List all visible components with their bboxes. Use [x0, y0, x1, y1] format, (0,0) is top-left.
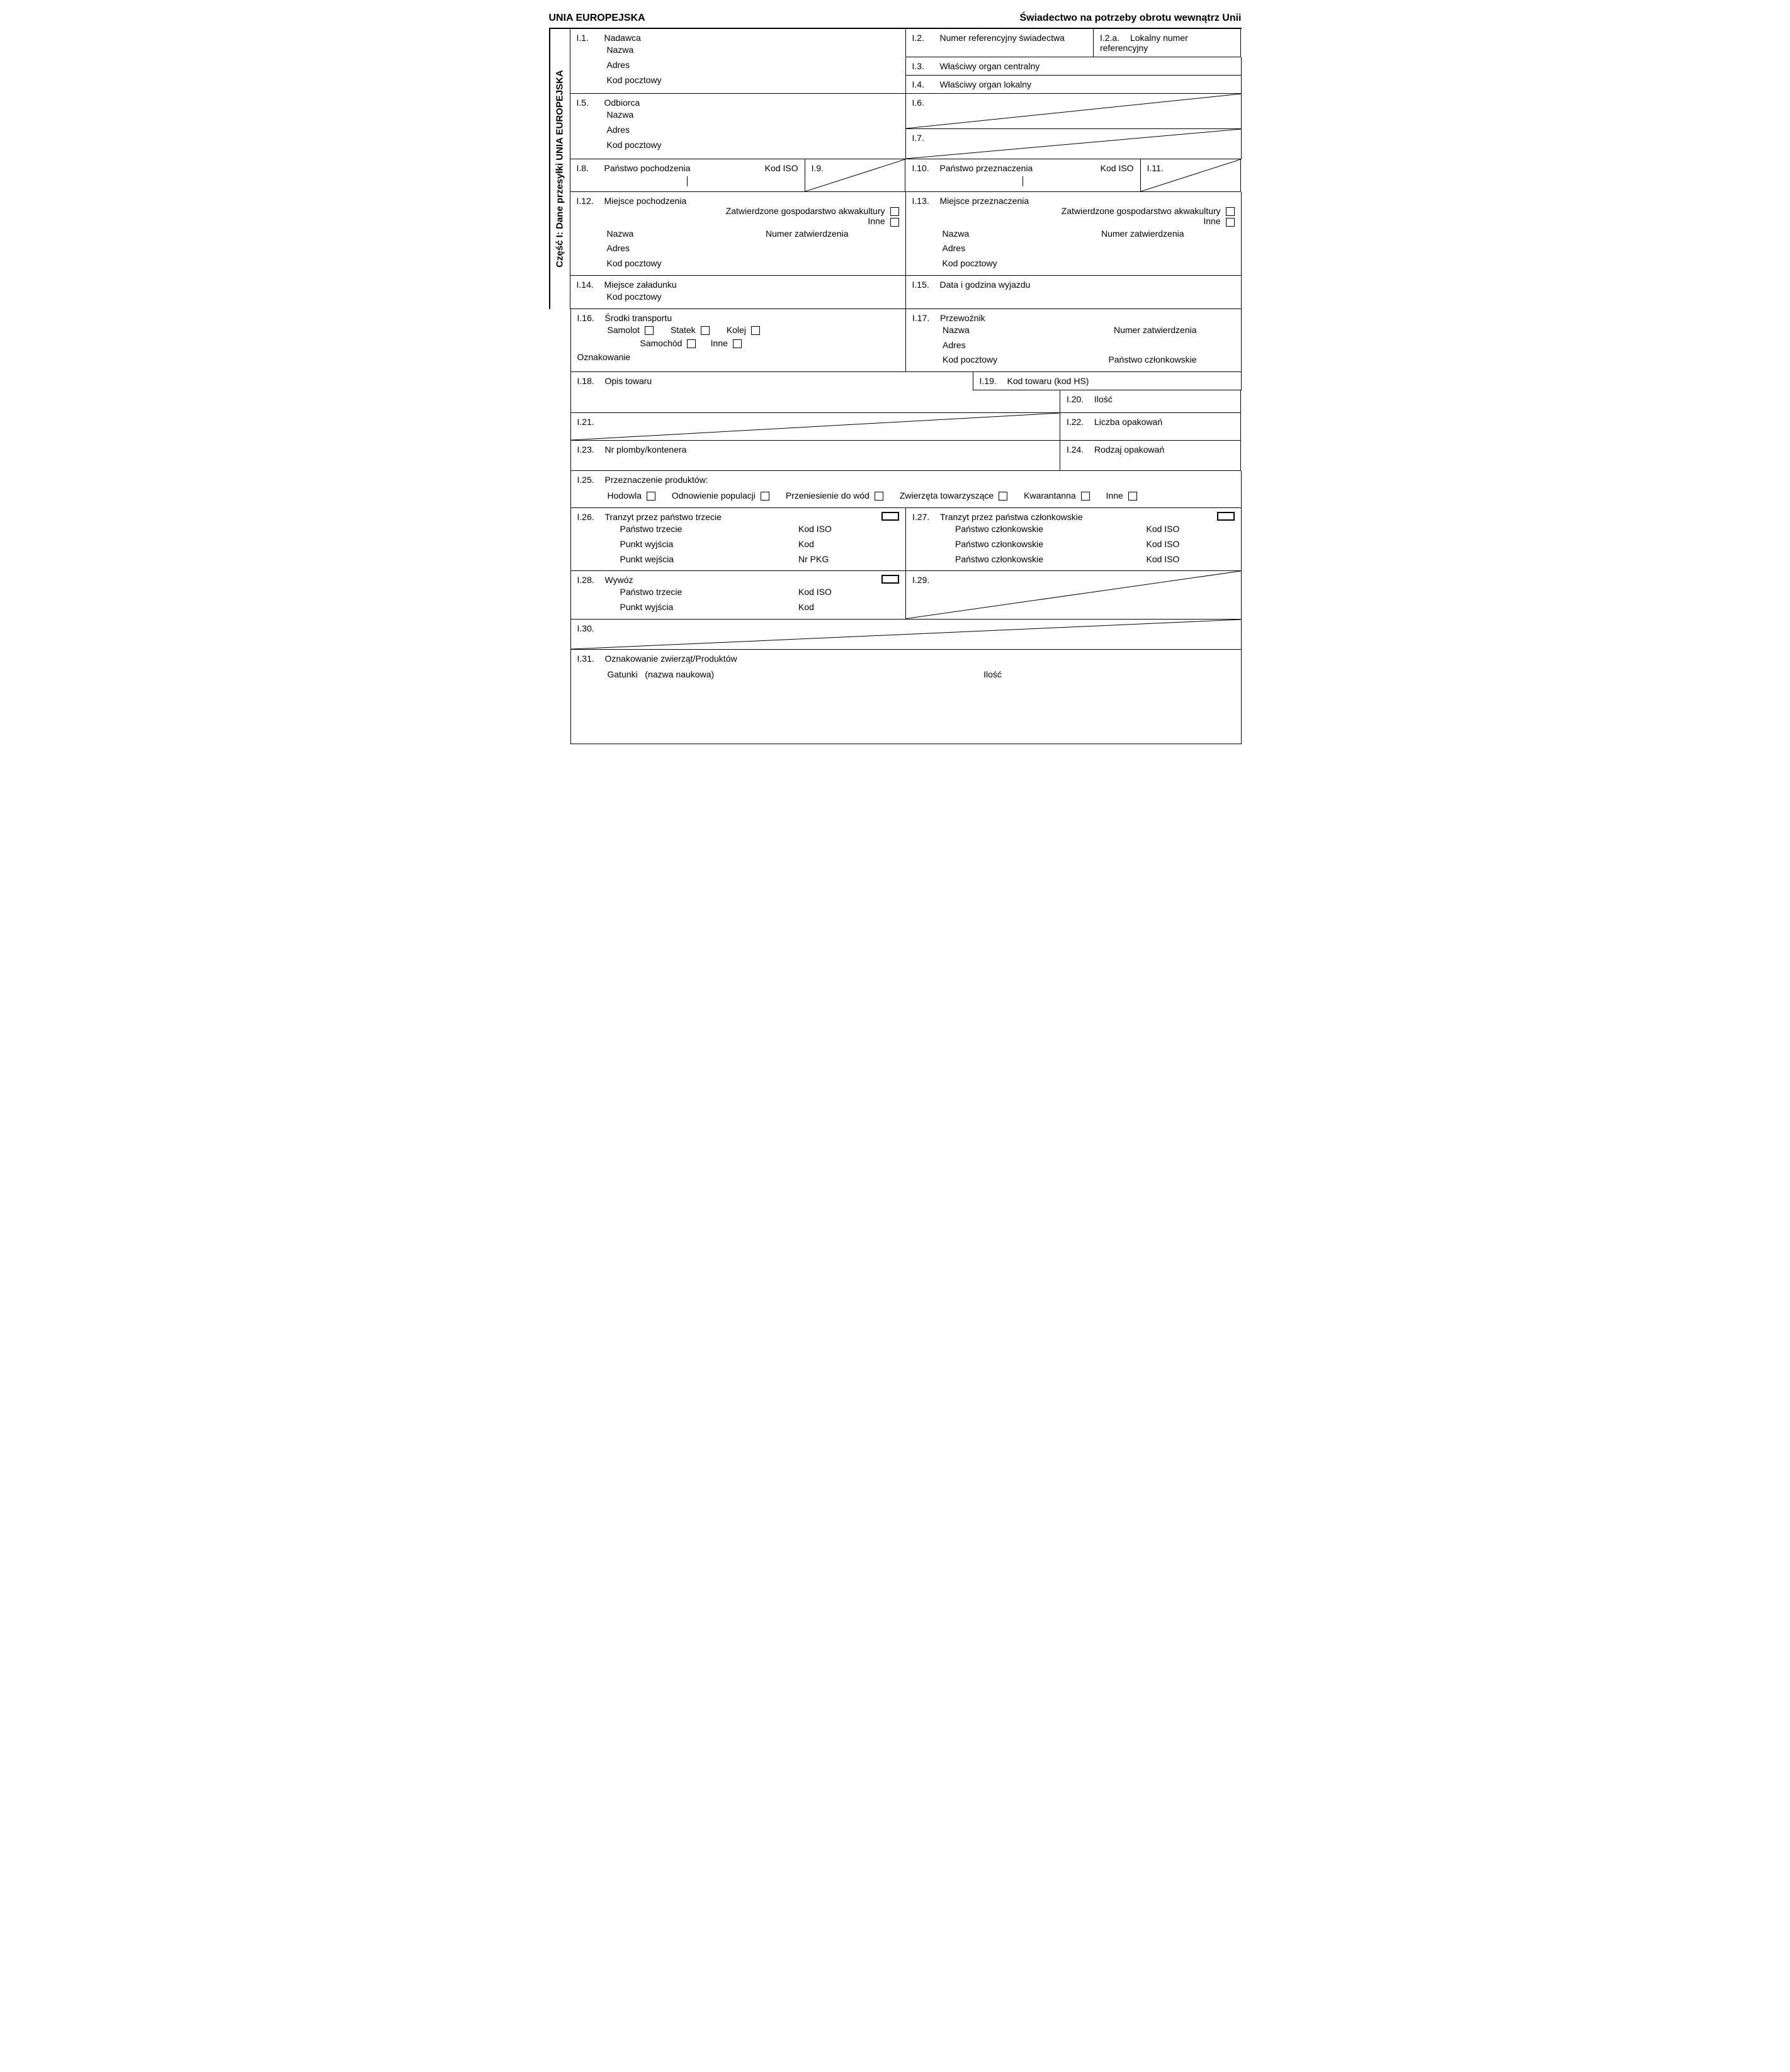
box-i1: I.1.Nadawca Nazwa Adres Kod pocztowy [570, 29, 906, 94]
box-i21: I.21. [571, 413, 1060, 441]
header-right: Świadectwo na potrzeby obrotu wewnątrz U… [1019, 13, 1241, 24]
box-i11: I.11. [1141, 159, 1242, 192]
box-i28: I.28.Wywóz Państwo trzecieKod ISO Punkt … [571, 571, 907, 620]
part-i-upper: Część I: Dane przesyłki UNIA EUROPEJSKA … [549, 28, 1242, 309]
checkbox[interactable] [875, 492, 883, 501]
part-i-lower: I.16.Środki transportu Samolot Statek Ko… [570, 309, 1242, 744]
checkbox-bold[interactable] [881, 575, 899, 584]
box-i17: I.17.Przewoźnik NazwaNumer zatwierdzenia… [906, 309, 1242, 372]
checkbox-bold[interactable] [881, 512, 899, 521]
tick-mark [1022, 176, 1023, 186]
checkbox[interactable] [890, 218, 899, 227]
box-i15: I.15.Data i godzina wyjazdu [906, 276, 1242, 309]
box-i30: I.30. [571, 620, 1242, 650]
box-i10: I.10.Państwo przeznaczenia Kod ISO [905, 159, 1140, 192]
box-i19: I.19.Kod towaru (kod HS) [973, 372, 1242, 390]
checkbox[interactable] [890, 207, 899, 216]
box-i4: I.4.Właściwy organ lokalny [906, 76, 1242, 94]
checkbox[interactable] [1128, 492, 1137, 501]
checkbox[interactable] [647, 492, 655, 501]
box-i8: I.8.Państwo pochodzenia Kod ISO [570, 159, 805, 192]
checkbox[interactable] [733, 339, 742, 348]
box-i27: I.27.Tranzyt przez państwa członkowskie … [906, 508, 1242, 571]
checkbox[interactable] [1081, 492, 1090, 501]
box-i3: I.3.Właściwy organ centralny [906, 57, 1242, 76]
sidebar-label: Część I: Dane przesyłki UNIA EUROPEJSKA [555, 71, 565, 268]
box-i22: I.22.Liczba opakowań [1060, 413, 1242, 441]
box-i5: I.5.Odbiorca Nazwa Adres Kod pocztowy [570, 94, 906, 159]
box-i14: I.14.Miejsce załadunku Kod pocztowy [570, 276, 906, 309]
checkbox[interactable] [1226, 207, 1235, 216]
certificate-form: UNIA EUROPEJSKA Świadectwo na potrzeby o… [549, 13, 1242, 744]
box-i26: I.26.Tranzyt przez państwo trzecie Państ… [571, 508, 907, 571]
checkbox[interactable] [645, 326, 654, 335]
checkbox[interactable] [761, 492, 769, 501]
tick-mark [687, 176, 688, 186]
box-i16: I.16.Środki transportu Samolot Statek Ko… [571, 309, 907, 372]
box-i13: I.13.Miejsce przeznaczenia Zatwierdzone … [906, 192, 1242, 276]
box-i29: I.29. [906, 571, 1242, 620]
checkbox[interactable] [1226, 218, 1235, 227]
box-i18: I.18.Opis towaru [571, 372, 973, 390]
checkbox-bold[interactable] [1217, 512, 1235, 521]
checkbox[interactable] [999, 492, 1007, 501]
box-i23: I.23.Nr plomby/kontenera [571, 441, 1060, 471]
box-i20: I.20.Ilość [1060, 390, 1242, 413]
box-i7: I.7. [906, 129, 1242, 159]
header-left: UNIA EUROPEJSKA [549, 13, 645, 24]
box-i9: I.9. [805, 159, 906, 192]
box-i18-ext [571, 390, 1060, 413]
box-i12: I.12.Miejsce pochodzenia Zatwierdzone go… [570, 192, 906, 276]
page-header: UNIA EUROPEJSKA Świadectwo na potrzeby o… [549, 13, 1242, 24]
box-i31: I.31.Oznakowanie zwierząt/Produktów Gatu… [571, 650, 1242, 744]
checkbox[interactable] [701, 326, 710, 335]
sidebar: Część I: Dane przesyłki UNIA EUROPEJSKA [550, 29, 570, 309]
box-i25: I.25.Przeznaczenie produktów: Hodowla Od… [571, 471, 1242, 508]
box-i6: I.6. [906, 94, 1242, 129]
checkbox[interactable] [751, 326, 760, 335]
checkbox[interactable] [687, 339, 696, 348]
box-i2a: I.2.a.Lokalny numer referencyjny [1094, 29, 1242, 57]
box-i24: I.24.Rodzaj opakowań [1060, 441, 1242, 471]
box-i2: I.2.Numer referencyjny świadectwa [906, 29, 1094, 57]
